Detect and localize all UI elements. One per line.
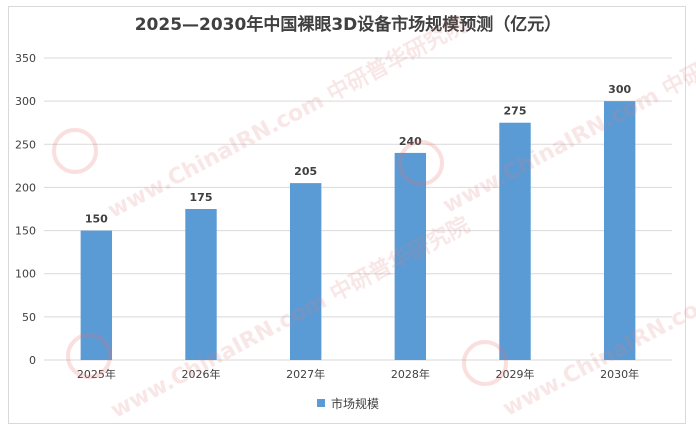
chart-title: 2025—2030年中国裸眼3D设备市场规模预测（亿元） bbox=[134, 15, 562, 35]
bar bbox=[394, 152, 427, 360]
legend-swatch bbox=[316, 399, 325, 407]
chart-frame bbox=[8, 6, 686, 424]
data-label: 150 bbox=[85, 213, 108, 226]
bar bbox=[289, 183, 322, 360]
y-tick-label: 300 bbox=[15, 95, 36, 108]
bar bbox=[499, 122, 531, 360]
data-label: 275 bbox=[504, 105, 527, 118]
y-tick-label: 150 bbox=[15, 225, 36, 238]
x-tick-label: 2026年 bbox=[182, 367, 221, 381]
x-tick-label: 2025年 bbox=[77, 367, 116, 381]
data-label: 205 bbox=[294, 165, 317, 178]
x-tick-label: 2027年 bbox=[286, 367, 325, 381]
y-tick-label: 50 bbox=[22, 311, 36, 324]
chart-legend: 市场规模 bbox=[0, 395, 696, 412]
data-label: 300 bbox=[608, 83, 631, 96]
y-tick-label: 200 bbox=[15, 181, 36, 194]
x-tick-label: 2029年 bbox=[496, 367, 535, 381]
y-tick-label: 100 bbox=[15, 268, 36, 281]
bar bbox=[603, 101, 636, 361]
data-label: 240 bbox=[399, 135, 422, 148]
x-tick-label: 2030年 bbox=[600, 367, 639, 381]
bar bbox=[80, 230, 113, 360]
data-label: 175 bbox=[190, 191, 213, 204]
y-tick-label: 0 bbox=[29, 354, 36, 367]
x-tick-label: 2028年 bbox=[391, 367, 430, 381]
y-tick-label: 350 bbox=[15, 52, 36, 65]
legend-label: 市场规模 bbox=[330, 397, 379, 411]
bar bbox=[185, 209, 217, 360]
y-tick-label: 250 bbox=[15, 138, 36, 151]
